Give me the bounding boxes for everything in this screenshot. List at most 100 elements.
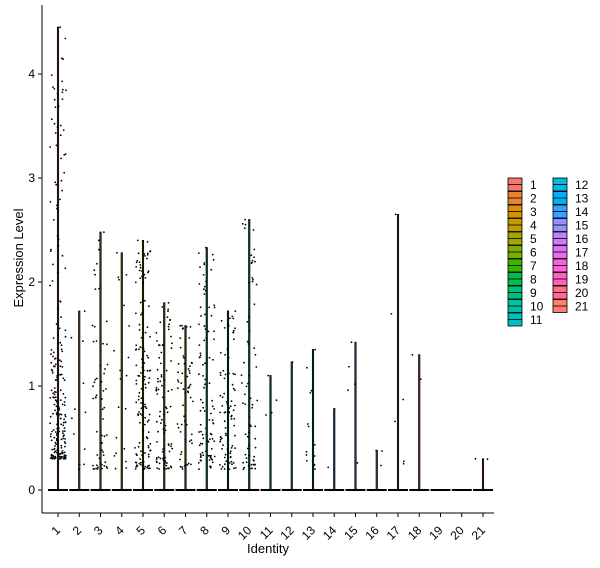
data-point <box>243 466 246 469</box>
data-point <box>177 426 180 429</box>
x-tick-label: 19 <box>426 523 446 543</box>
data-point <box>146 420 149 423</box>
data-point <box>61 80 64 83</box>
data-point <box>125 460 127 463</box>
data-point <box>211 437 214 440</box>
data-point <box>53 403 56 406</box>
data-point <box>231 383 234 386</box>
legend-label: 20 <box>575 286 589 300</box>
data-point <box>92 385 94 388</box>
data-point <box>203 263 206 266</box>
data-point <box>394 213 397 216</box>
data-point <box>226 402 229 405</box>
violin-13 <box>311 349 315 491</box>
data-point <box>149 250 152 253</box>
data-point <box>144 416 147 419</box>
data-point <box>148 413 151 416</box>
data-point <box>227 357 230 359</box>
data-point <box>140 464 142 466</box>
data-point <box>54 132 57 134</box>
data-point <box>51 370 54 372</box>
data-point <box>105 388 107 390</box>
data-point <box>249 423 251 426</box>
data-point <box>113 455 116 457</box>
data-point <box>160 362 162 365</box>
data-point <box>100 380 103 383</box>
data-point <box>156 393 159 395</box>
data-point <box>143 253 146 255</box>
data-point <box>100 463 103 466</box>
data-point <box>57 308 60 310</box>
data-point <box>52 355 54 358</box>
data-point <box>63 427 66 429</box>
data-point <box>223 420 226 423</box>
data-point <box>103 231 105 234</box>
data-point <box>203 293 206 295</box>
data-point <box>59 457 62 460</box>
y-axis-title: Expression Level <box>11 208 26 307</box>
data-point <box>156 441 158 443</box>
data-point <box>49 422 51 425</box>
data-point <box>140 402 142 404</box>
data-point <box>241 222 244 225</box>
data-point <box>253 459 255 462</box>
data-point <box>223 468 226 470</box>
data-point <box>164 424 167 427</box>
data-point <box>254 467 257 470</box>
data-point <box>59 300 62 302</box>
data-point <box>162 459 165 462</box>
data-point <box>137 445 140 448</box>
data-point <box>202 437 205 440</box>
data-point <box>138 323 141 326</box>
data-point <box>188 372 191 374</box>
data-point <box>246 435 249 438</box>
data-point <box>213 306 216 309</box>
data-point <box>305 450 308 453</box>
data-point <box>230 447 233 449</box>
data-point <box>124 407 127 410</box>
data-point <box>135 379 138 382</box>
data-point <box>60 423 62 426</box>
data-point <box>244 218 247 221</box>
data-point <box>64 153 67 156</box>
data-point <box>139 277 142 280</box>
data-point <box>49 435 52 438</box>
data-point <box>188 440 191 443</box>
data-point <box>59 456 62 458</box>
data-point <box>103 406 106 409</box>
data-point <box>123 447 126 450</box>
data-point <box>162 450 164 453</box>
data-point <box>227 406 230 409</box>
data-point <box>227 467 229 470</box>
data-point <box>222 444 224 446</box>
data-point <box>265 414 267 416</box>
data-point <box>97 466 99 469</box>
data-point <box>213 330 215 333</box>
data-point <box>234 373 236 376</box>
data-point <box>127 356 130 359</box>
data-point <box>63 457 66 460</box>
data-point <box>83 310 86 312</box>
data-point <box>248 454 250 457</box>
data-point <box>180 453 182 456</box>
legend-item-12: 12 <box>552 177 589 192</box>
data-point <box>104 461 107 464</box>
x-tick-label: 9 <box>218 523 233 538</box>
data-point <box>157 380 159 383</box>
data-point <box>160 422 162 424</box>
legend-item-14: 14 <box>552 204 589 219</box>
data-point <box>53 457 56 460</box>
data-point <box>105 434 108 436</box>
data-point <box>125 374 128 377</box>
data-point <box>248 431 250 434</box>
data-point <box>168 467 170 469</box>
x-tick-label: 11 <box>257 523 276 542</box>
data-point <box>202 406 205 409</box>
data-point <box>244 453 247 456</box>
data-point <box>162 413 165 416</box>
data-point <box>244 393 246 396</box>
data-point <box>243 227 246 230</box>
data-point <box>191 362 193 365</box>
